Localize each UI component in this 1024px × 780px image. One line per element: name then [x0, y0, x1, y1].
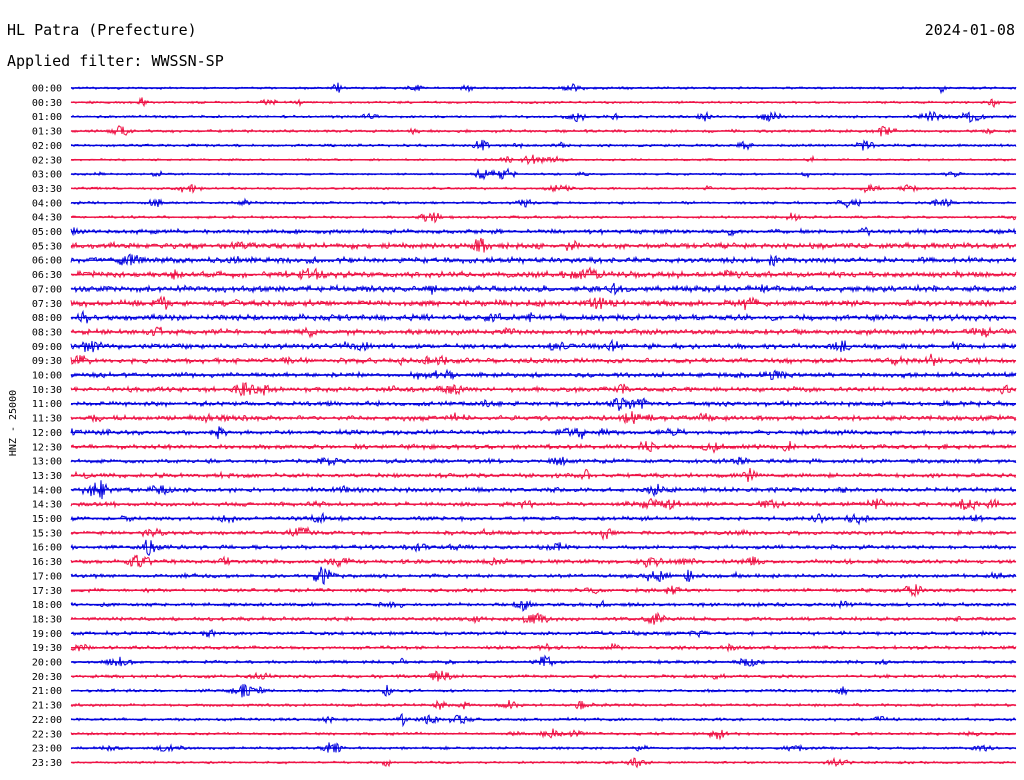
- row-time-label: 21:00: [32, 686, 62, 697]
- row-time-label: 17:00: [32, 571, 62, 582]
- row-time-label: 12:00: [32, 428, 62, 439]
- row-time-label: 23:30: [32, 758, 62, 769]
- row-time-label: 03:00: [32, 170, 62, 181]
- row-time-label: 07:00: [32, 284, 62, 295]
- row-time-label: 13:00: [32, 457, 62, 468]
- row-time-label: 17:30: [32, 586, 62, 597]
- row-time-label: 12:30: [32, 442, 62, 453]
- row-time-label: 20:00: [32, 658, 62, 669]
- row-time-label: 00:30: [32, 98, 62, 109]
- trace-rows: 00:00 00:30 01:00 01:30 02:00 02:30 03:00 03:30…: [32, 82, 1017, 769]
- row-time-label: 01:30: [32, 127, 62, 138]
- row-time-label: 13:30: [32, 471, 62, 482]
- trace-line: [70, 353, 1017, 367]
- row-time-label: 03:30: [32, 184, 62, 195]
- row-time-label: 15:30: [32, 528, 62, 539]
- row-time-label: 19:00: [32, 629, 62, 640]
- row-time-label: 00:00: [32, 84, 62, 95]
- row-time-label: 14:00: [32, 485, 62, 496]
- trace-line: [70, 253, 1017, 267]
- row-time-label: 19:30: [32, 643, 62, 654]
- row-time-label: 02:30: [32, 155, 62, 166]
- row-time-label: 23:00: [32, 744, 62, 755]
- row-time-label: 15:00: [32, 514, 62, 525]
- row-time-label: 08:30: [32, 327, 62, 338]
- row-time-label: 11:30: [32, 414, 62, 425]
- row-time-label: 10:30: [32, 385, 62, 396]
- date-label: 2024-01-08: [925, 21, 1015, 39]
- trace-line: [70, 266, 1017, 281]
- row-time-label: 20:30: [32, 672, 62, 683]
- row-time-label: 18:00: [32, 600, 62, 611]
- station-title: HL Patra (Prefecture): [7, 21, 197, 39]
- trace-line: [70, 397, 1017, 411]
- row-time-label: 07:30: [32, 299, 62, 310]
- trace-line: [70, 654, 1017, 668]
- row-time-label: 05:00: [32, 227, 62, 238]
- trace-line: [70, 599, 1017, 612]
- row-time-label: 10:00: [32, 371, 62, 382]
- row-time-label: 09:30: [32, 356, 62, 367]
- row-time-label: 04:30: [32, 213, 62, 224]
- filter-label: Applied filter: WWSSN-SP: [7, 52, 224, 70]
- row-time-label: 06:30: [32, 270, 62, 281]
- row-time-label: 01:00: [32, 112, 62, 123]
- row-time-label: 09:00: [32, 342, 62, 353]
- row-time-label: 22:00: [32, 715, 62, 726]
- row-time-label: 08:00: [32, 313, 62, 324]
- row-time-label: 06:00: [32, 256, 62, 267]
- row-time-label: 02:00: [32, 141, 62, 152]
- row-time-label: 22:30: [32, 729, 62, 740]
- row-time-label: 18:30: [32, 614, 62, 625]
- row-time-label: 16:30: [32, 557, 62, 568]
- row-time-label: 16:00: [32, 543, 62, 554]
- row-time-label: 14:30: [32, 500, 62, 511]
- row-time-label: 21:30: [32, 701, 62, 712]
- channel-axis-label: HNZ - 25000: [8, 390, 19, 456]
- row-time-label: 05:30: [32, 241, 62, 252]
- row-time-label: 04:00: [32, 198, 62, 209]
- row-time-label: 11:00: [32, 399, 62, 410]
